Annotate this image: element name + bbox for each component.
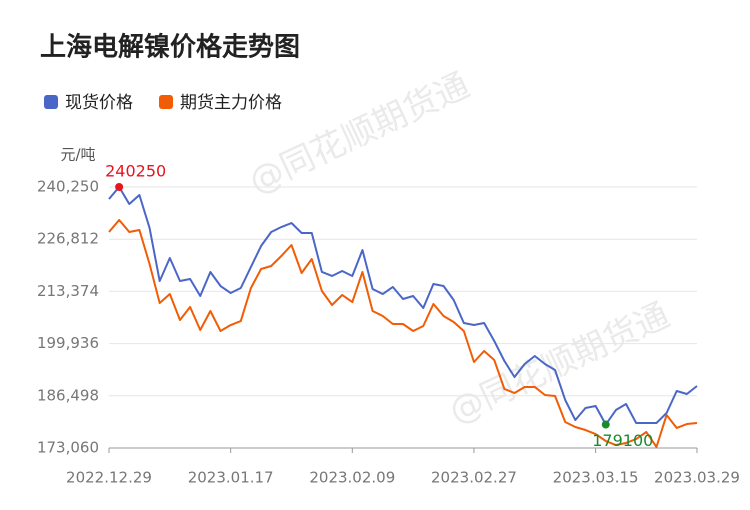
legend-swatch bbox=[159, 95, 173, 109]
max-label: 240250 bbox=[105, 162, 166, 181]
x-tick-label: 2023.02.09 bbox=[309, 469, 395, 487]
x-tick-label: 2023.02.27 bbox=[431, 469, 517, 487]
legend-label: 期货主力价格 bbox=[180, 93, 282, 113]
x-tick-label: 2023.03.29 bbox=[654, 469, 740, 487]
y-tick-label: 226,812 bbox=[37, 230, 99, 248]
y-tick-label: 186,498 bbox=[37, 386, 99, 404]
x-tick-label: 2022.12.29 bbox=[66, 469, 152, 487]
watermark: @同花顺期货通 bbox=[243, 65, 476, 202]
y-tick-label: 199,936 bbox=[37, 334, 99, 352]
y-tick-label: 213,374 bbox=[37, 282, 99, 300]
min-point bbox=[601, 420, 610, 429]
y-tick-label: 240,250 bbox=[37, 178, 99, 196]
y-tick-label: 173,060 bbox=[37, 439, 99, 457]
watermark: @同花顺期货通 bbox=[443, 295, 676, 432]
price-line bbox=[108, 219, 698, 448]
max-point bbox=[115, 183, 124, 191]
x-tick-label: 2023.03.15 bbox=[553, 469, 639, 487]
legend-swatch bbox=[44, 95, 58, 109]
y-unit: 元/吨 bbox=[60, 146, 95, 164]
min-label: 179100 bbox=[592, 431, 653, 450]
legend-label: 现货价格 bbox=[65, 93, 133, 113]
price-line bbox=[108, 186, 698, 426]
chart-title: 上海电解镍价格走势图 bbox=[40, 32, 300, 63]
x-tick-label: 2023.01.17 bbox=[188, 469, 274, 487]
